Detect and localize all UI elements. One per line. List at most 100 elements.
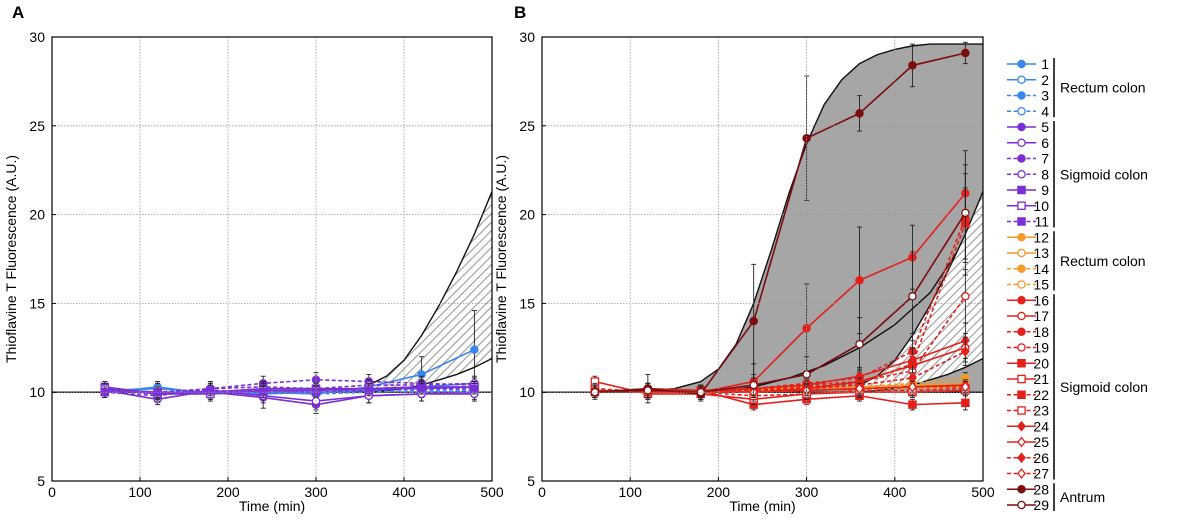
- data-point: [855, 383, 864, 395]
- legend-marker: [1017, 75, 1026, 85]
- legend-group-label: Antrum: [1060, 489, 1105, 505]
- legend-label: 25: [1033, 434, 1049, 450]
- y-tick-label: 25: [519, 118, 535, 134]
- data-point: [855, 109, 864, 118]
- y-tick-label: 20: [29, 207, 45, 223]
- legend-label: 17: [1033, 308, 1049, 324]
- data-point: [855, 276, 864, 285]
- data-point: [908, 61, 917, 70]
- x-tick-label: 200: [216, 484, 240, 500]
- legend-entry-21: 21: [1007, 371, 1049, 387]
- legend-entry-29: 29: [1007, 497, 1049, 513]
- y-tick-label: 20: [519, 207, 535, 223]
- data-point: [961, 48, 970, 58]
- legend-marker: [1017, 217, 1026, 226]
- legend-group-label: Sigmoid colon: [1060, 379, 1148, 395]
- x-tick-label: 0: [538, 484, 546, 500]
- data-point: [908, 400, 917, 409]
- y-axis-label: Thioflavine T Fluorescence (A.U.): [493, 155, 509, 363]
- legend-label: 6: [1041, 135, 1049, 151]
- legend-label: 23: [1033, 403, 1049, 419]
- data-point: [961, 398, 970, 408]
- legend-label: 18: [1033, 324, 1049, 340]
- plot-area: [52, 191, 492, 414]
- legend-label: 10: [1033, 198, 1049, 214]
- legend-marker: [1017, 122, 1026, 132]
- band-upper-edge: [368, 191, 492, 386]
- legend-entry-12: 12: [1007, 229, 1049, 245]
- legend-marker: [1017, 500, 1026, 510]
- data-point: [802, 133, 811, 143]
- x-tick-label: 400: [392, 484, 416, 500]
- x-axis-label: Time (min): [729, 498, 795, 514]
- confidence-band: [368, 191, 492, 393]
- plot-area: [542, 41, 983, 411]
- data-point: [908, 381, 917, 393]
- legend-marker: [1017, 295, 1026, 305]
- legend-entry-16: 16: [1007, 292, 1049, 308]
- legend-label: 13: [1033, 245, 1049, 261]
- legend-marker: [1017, 280, 1026, 289]
- legend-entry-2: 2: [1007, 72, 1049, 88]
- legend-entry-15: 15: [1007, 277, 1049, 293]
- legend-entry-1: 1: [1007, 56, 1049, 72]
- legend-label: 15: [1033, 277, 1049, 293]
- legend-label: 28: [1033, 481, 1049, 497]
- legend-entry-6: 6: [1007, 135, 1049, 151]
- legend: 1234567891011121314151617181920212223242…: [1007, 56, 1148, 513]
- legend-marker: [1017, 420, 1026, 432]
- series-line: [104, 389, 475, 402]
- legend-entry-3: 3: [1007, 88, 1049, 104]
- confidence-band: [647, 44, 983, 393]
- legend-marker: [1017, 484, 1026, 494]
- legend-label: 2: [1041, 72, 1049, 88]
- x-tick-label: 300: [304, 484, 328, 500]
- panel-b: B 0 100 200 300 400 500 5 10 15 20 25 30 Time (min) Th…: [493, 3, 995, 514]
- legend-entry-7: 7: [1007, 151, 1049, 167]
- legend-label: 5: [1041, 119, 1049, 135]
- series-line: [594, 380, 966, 401]
- legend-entry-14: 14: [1007, 261, 1049, 277]
- legend-entry-28: 28: [1007, 481, 1049, 497]
- data-point: [960, 345, 970, 357]
- legend-entry-5: 5: [1007, 119, 1049, 135]
- legend-marker: [1017, 436, 1026, 448]
- x-tick-label: 200: [707, 484, 731, 500]
- x-tick-label: 500: [971, 484, 995, 500]
- legend-marker: [1017, 59, 1026, 69]
- legend-marker: [1017, 201, 1026, 210]
- data-point: [960, 381, 970, 393]
- legend-label: 8: [1041, 166, 1049, 182]
- y-tick-label: 5: [527, 473, 535, 489]
- legend-marker: [1017, 248, 1026, 258]
- data-point: [643, 386, 653, 395]
- legend-entry-23: 23: [1007, 403, 1049, 419]
- band-lower-edge: [368, 357, 492, 393]
- legend-marker: [1017, 154, 1026, 163]
- panel-letter: B: [514, 3, 526, 22]
- legend-marker: [1017, 327, 1026, 336]
- data-point: [206, 386, 215, 395]
- legend-entry-24: 24: [1007, 418, 1049, 434]
- legend-marker: [1017, 452, 1026, 464]
- legend-group-label: Rectum colon: [1060, 80, 1146, 96]
- y-axis-label: Thioflavine T Fluorescence (A.U.): [3, 155, 19, 363]
- legend-entry-10: 10: [1007, 198, 1049, 214]
- data-point: [908, 292, 917, 301]
- legend-marker: [1017, 374, 1026, 384]
- x-tick-label: 400: [883, 484, 907, 500]
- data-point: [961, 292, 970, 301]
- data-point: [908, 354, 917, 366]
- legend-entry-8: 8: [1007, 166, 1049, 182]
- legend-marker: [1017, 468, 1026, 479]
- y-tick-label: 15: [29, 295, 45, 311]
- data-point: [961, 208, 970, 218]
- legend-marker: [1017, 264, 1026, 273]
- legend-marker: [1017, 406, 1026, 415]
- legend-entry-26: 26: [1007, 450, 1049, 466]
- legend-label: 19: [1033, 340, 1049, 356]
- legend-label: 14: [1033, 261, 1049, 277]
- legend-entry-22: 22: [1007, 387, 1049, 403]
- data-point: [470, 384, 479, 393]
- legend-entry-20: 20: [1007, 355, 1049, 371]
